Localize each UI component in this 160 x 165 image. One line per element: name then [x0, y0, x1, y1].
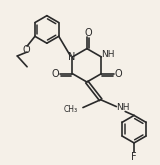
Text: O: O	[22, 45, 30, 55]
Text: CH₃: CH₃	[64, 105, 78, 114]
Text: F: F	[131, 152, 137, 162]
Text: NH: NH	[101, 50, 115, 60]
Text: O: O	[84, 28, 92, 38]
Text: N: N	[68, 52, 75, 62]
Text: NH: NH	[116, 103, 130, 112]
Text: O: O	[114, 69, 122, 79]
Text: O: O	[52, 69, 60, 79]
